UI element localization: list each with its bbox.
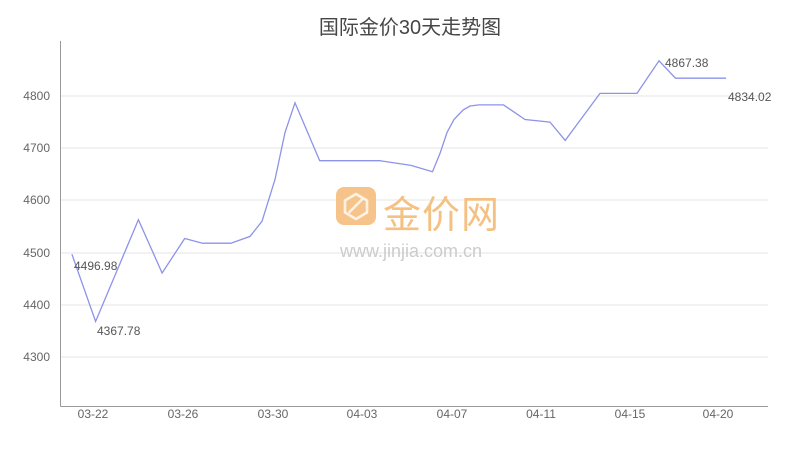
- svg-text:4834.02: 4834.02: [728, 90, 772, 104]
- svg-text:4500: 4500: [23, 246, 50, 260]
- svg-text:4700: 4700: [23, 141, 50, 155]
- svg-text:03-26: 03-26: [168, 407, 199, 421]
- svg-text:04-11: 04-11: [526, 407, 556, 421]
- svg-text:04-03: 04-03: [347, 407, 378, 421]
- svg-text:4300: 4300: [23, 350, 50, 364]
- svg-text:4800: 4800: [23, 89, 50, 103]
- svg-text:04-07: 04-07: [437, 407, 468, 421]
- svg-text:03-30: 03-30: [258, 407, 289, 421]
- svg-text:4867.38: 4867.38: [665, 56, 709, 70]
- svg-text:4496.98: 4496.98: [74, 259, 118, 273]
- svg-text:04-15: 04-15: [615, 407, 646, 421]
- svg-text:03-22: 03-22: [78, 407, 109, 421]
- svg-text:4367.78: 4367.78: [97, 324, 141, 338]
- svg-text:04-20: 04-20: [703, 407, 734, 421]
- svg-text:4600: 4600: [23, 193, 50, 207]
- svg-text:4400: 4400: [23, 298, 50, 312]
